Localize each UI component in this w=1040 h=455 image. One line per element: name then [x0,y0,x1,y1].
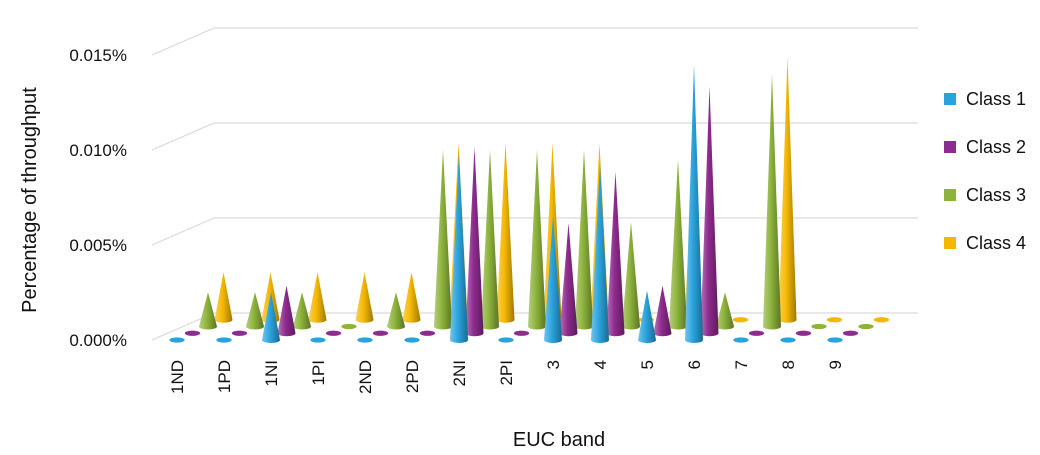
base-marker [795,330,812,336]
cone [544,216,562,343]
cone [387,292,405,330]
base-marker [873,317,890,323]
cone [575,149,593,330]
cone [669,159,687,330]
cone [355,272,374,323]
cone [606,171,625,337]
base-marker [169,337,185,343]
legend-swatch [944,93,956,105]
legend-swatch [944,141,956,153]
cone [465,147,484,337]
base-marker [184,330,201,336]
x-tick-label: 2NI [450,360,469,386]
x-tick-label: 1PD [215,360,234,393]
x-tick-label: 1PI [309,360,328,386]
cone [700,86,719,337]
gridlines [151,27,918,341]
base-marker [404,337,420,343]
legend-label: Class 2 [966,137,1026,157]
legend: Class 1 Class 2 Class 3 Class 4 [944,89,1026,253]
cone [450,151,468,343]
gridline-depth [151,122,215,151]
cone [481,149,499,330]
cone [214,272,233,323]
y-tick-label: 0.000% [69,331,127,350]
y-tick-label: 0.015% [69,46,127,65]
cones [169,57,890,343]
x-tick-label: 6 [685,360,704,369]
cone [638,290,656,343]
y-tick-label: 0.005% [69,236,127,255]
x-tick-label: 4 [591,360,610,369]
base-marker [513,330,530,336]
cone [591,163,609,343]
cone [763,73,781,330]
cone [293,292,311,330]
cone [402,272,421,323]
x-axis-title: EUC band [513,429,605,451]
cone [246,292,264,330]
cone [434,149,452,330]
x-tick-label: 2ND [356,360,375,394]
base-marker [858,323,874,330]
base-marker [231,330,248,336]
cone [622,222,640,330]
legend-swatch [944,189,956,201]
base-marker [733,337,749,343]
x-tick-label: 3 [544,360,563,369]
x-tick-labels: 1ND 1PD 1NI 1PI 2ND 2PD 2NI 2PI 3 4 5 6 7 8 9 [168,360,845,394]
base-marker [310,337,326,343]
x-tick-label: 5 [638,360,657,369]
base-marker [748,330,765,336]
base-marker [732,317,749,323]
cone [716,292,734,330]
cone [308,272,327,323]
legend-label: Class 4 [966,233,1026,253]
base-marker [419,330,436,336]
gridline-depth [151,27,215,56]
cone [778,57,797,323]
base-marker [216,337,232,343]
legend-label: Class 1 [966,89,1026,109]
base-marker [341,323,357,330]
base-marker [357,337,373,343]
base-marker [826,317,843,323]
base-marker [827,337,843,343]
base-marker [842,330,859,336]
legend-label: Class 3 [966,185,1026,205]
x-tick-label: 2PD [403,360,422,393]
legend-swatch [944,237,956,249]
base-marker [498,337,514,343]
base-marker [325,330,342,336]
cone [653,285,672,337]
base-marker [780,337,796,343]
x-tick-label: 2PI [497,360,516,386]
cone [496,143,515,323]
x-tick-label: 7 [732,360,751,369]
x-tick-label: 8 [779,360,798,369]
base-marker [372,330,389,336]
gridline-depth [151,217,215,246]
x-tick-label: 9 [826,360,845,369]
cone [559,223,578,337]
x-tick-label: 1ND [168,360,187,394]
base-marker [811,323,827,330]
y-tick-label: 0.010% [69,141,127,160]
cone [277,285,296,337]
y-axis-title: Percentage of throughput [19,87,41,313]
cone [685,64,703,343]
cone [262,292,280,343]
y-tick-labels: 0.000% 0.005% 0.010% 0.015% [69,46,127,350]
cone [528,149,546,330]
x-tick-label: 1NI [262,360,281,386]
cone [199,292,217,330]
